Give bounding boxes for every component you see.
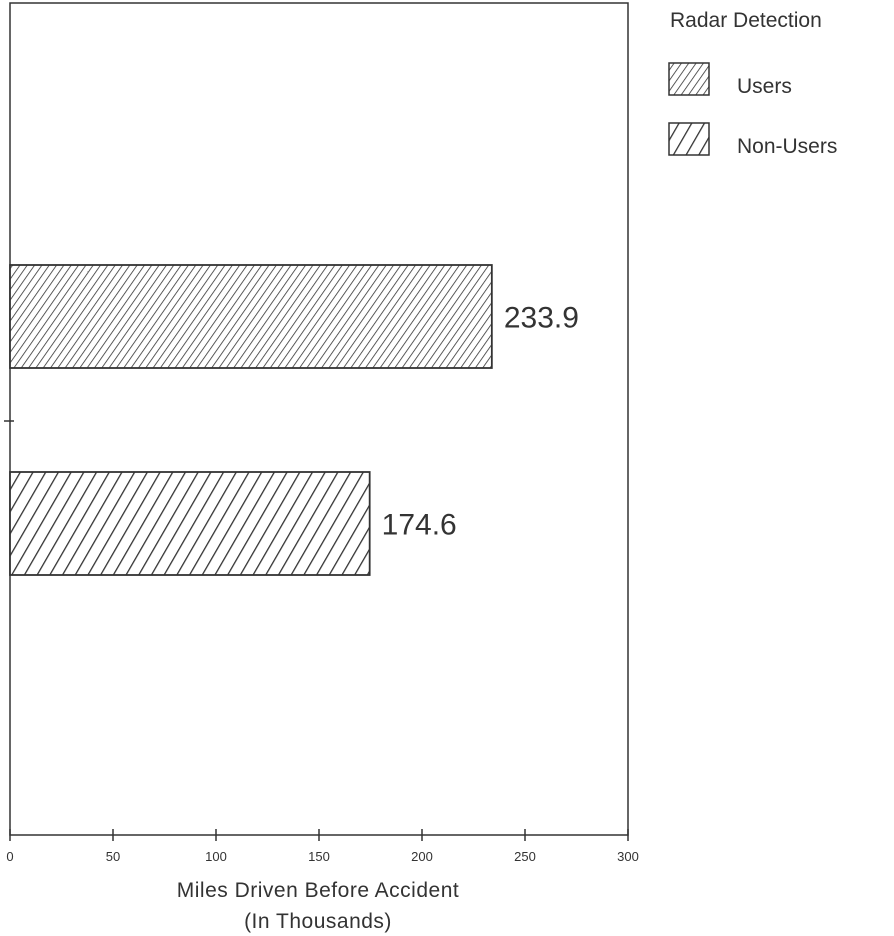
legend: Radar Detection Users Non-Users bbox=[668, 9, 837, 158]
legend-label-users: Users bbox=[737, 75, 792, 98]
x-tick-label-250: 250 bbox=[514, 849, 536, 864]
bar-users bbox=[9, 264, 493, 369]
x-tick-label-300: 300 bbox=[617, 849, 639, 864]
x-tick-label-150: 150 bbox=[308, 849, 330, 864]
plot-frame bbox=[9, 2, 629, 836]
x-tick-label-200: 200 bbox=[411, 849, 433, 864]
legend-label-non-users: Non-Users bbox=[737, 135, 837, 158]
value-label-non-users: 174.6 bbox=[382, 509, 457, 542]
x-axis: 0 50 100 150 200 250 300 bbox=[6, 829, 639, 864]
value-labels-group: 233.9 174.6 bbox=[382, 302, 579, 542]
legend-title: Radar Detection bbox=[670, 9, 822, 32]
legend-swatch-non-users bbox=[668, 122, 710, 156]
x-axis-label-line2: (In Thousands) bbox=[244, 910, 392, 933]
x-tick-label-0: 0 bbox=[6, 849, 13, 864]
legend-swatch-users bbox=[668, 62, 710, 96]
bar-non-users bbox=[9, 471, 371, 576]
value-label-users: 233.9 bbox=[504, 302, 579, 335]
x-tick-label-50: 50 bbox=[106, 849, 120, 864]
x-tick-label-100: 100 bbox=[205, 849, 227, 864]
x-axis-label-line1: Miles Driven Before Accident bbox=[177, 879, 459, 902]
bars-group bbox=[9, 264, 493, 576]
